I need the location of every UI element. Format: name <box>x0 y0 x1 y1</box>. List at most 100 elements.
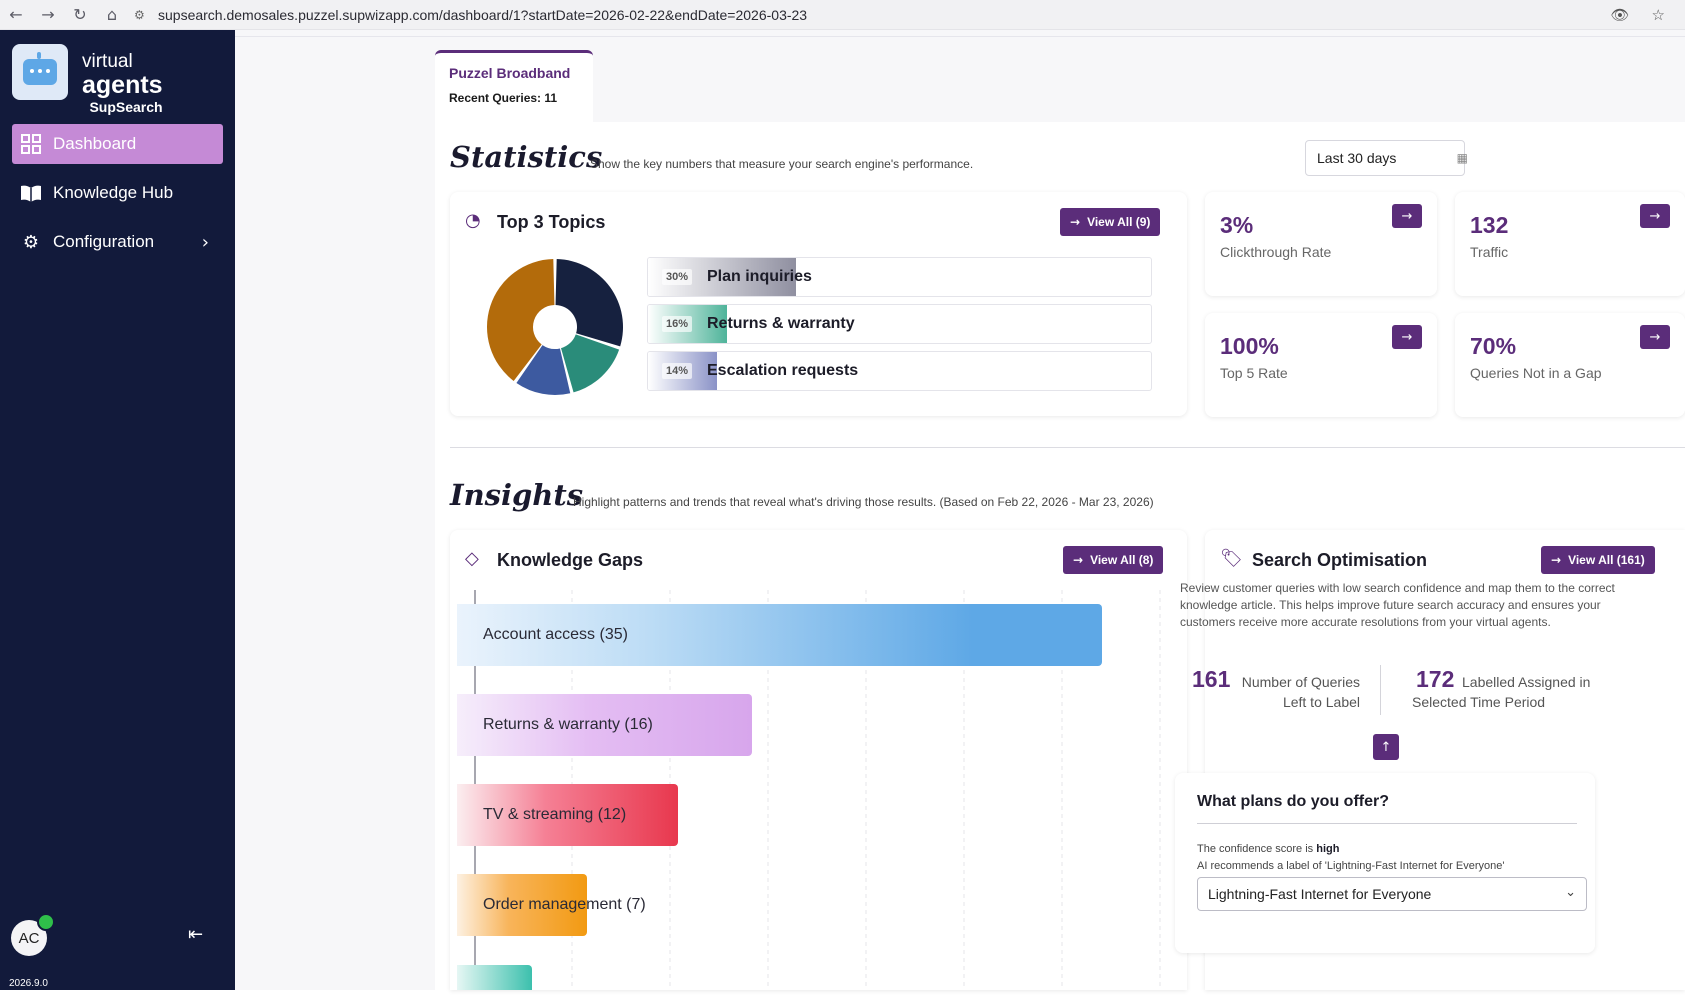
url-text[interactable]: supsearch.demosales.puzzel.supwizapp.com… <box>158 6 808 23</box>
gap-bar[interactable]: TV & streaming (12) <box>457 784 679 846</box>
optimisation-view-all-button[interactable]: → View All (161) <box>1541 546 1655 574</box>
topic-label: Plan inquiries <box>707 268 812 285</box>
gap-bar-label: Account access (35) <box>483 626 628 643</box>
gap-bar-label: Returns & warranty (16) <box>483 716 653 733</box>
topic-row[interactable]: 30% Plan inquiries <box>647 257 1152 297</box>
stat-card-clickthrough[interactable]: 3% Clickthrough Rate → <box>1205 192 1437 296</box>
stat-label: Clickthrough Rate <box>1220 244 1332 260</box>
pie-chart-icon: ◔ <box>465 210 481 231</box>
arrow-right-icon: → <box>1551 553 1562 567</box>
stat-label: Traffic <box>1470 244 1509 260</box>
view-all-label: View All (9) <box>1087 215 1151 229</box>
gap-bar-partial[interactable] <box>457 965 532 990</box>
bot-logo-icon <box>12 44 68 100</box>
gap-bar-label: TV & streaming (12) <box>483 806 627 823</box>
back-icon[interactable]: ← <box>9 5 23 24</box>
topic-percent: 14% <box>662 363 693 379</box>
arrow-up-icon[interactable]: ↑ <box>1373 734 1399 760</box>
query-text: What plans do you offer? <box>1197 793 1389 810</box>
date-range-select[interactable]: Last 30 days ▦ <box>1305 140 1468 176</box>
collapse-sidebar-icon[interactable]: ⇤ <box>188 924 204 945</box>
queries-left-count: 161 <box>1192 666 1231 692</box>
arrow-right-icon: → <box>1070 215 1081 229</box>
date-range-value: Last 30 days <box>1317 150 1397 166</box>
home-icon[interactable]: ⌂ <box>106 5 118 24</box>
reload-icon[interactable]: ↻ <box>73 5 87 24</box>
stat-value: 100% <box>1220 333 1279 359</box>
optimisation-description: Review customer queries with low search … <box>1180 581 1615 629</box>
brand-line-2: agents <box>82 71 163 99</box>
queries-left-label: Number of Queries Left to Label <box>1241 674 1360 710</box>
search-optimisation-title: Search Optimisation <box>1252 550 1428 570</box>
calendar-icon: ▦ <box>1456 151 1468 165</box>
topics-donut-chart <box>487 259 623 395</box>
insights-title: Insights <box>450 478 584 512</box>
arrow-right-icon[interactable]: → <box>1392 204 1422 228</box>
gear-icon: ⚙ <box>22 231 40 253</box>
arrow-right-icon[interactable]: → <box>1392 325 1422 349</box>
stat-value: 70% <box>1470 333 1517 359</box>
labelled-label: Labelled Assigned in Selected Time Perio… <box>1412 674 1591 710</box>
topic-row[interactable]: 14% Escalation requests <box>647 351 1152 391</box>
top-topics-card: ◔ Top 3 Topics → View All (9) 30% Plan i… <box>450 192 1187 416</box>
arrow-right-icon[interactable]: → <box>1640 325 1670 349</box>
stat-value: 3% <box>1220 212 1254 238</box>
sidebar-item-label: Configuration <box>53 232 155 251</box>
chevron-right-icon: › <box>201 231 209 253</box>
donut-slice[interactable] <box>555 259 623 347</box>
donut-slice[interactable] <box>516 345 571 395</box>
address-bar[interactable]: ⚙ supsearch.demosales.puzzel.supwizapp.c… <box>134 0 807 30</box>
arrow-right-icon[interactable]: → <box>1640 204 1670 228</box>
donut-slice[interactable] <box>487 259 555 381</box>
stat-value: 132 <box>1470 212 1509 238</box>
gap-bar-label: Order management (7) <box>483 896 646 913</box>
statistics-title: Statistics <box>450 140 603 174</box>
view-all-label: View All (8) <box>1090 553 1154 567</box>
tab-title: Puzzel Broadband <box>449 65 571 81</box>
sidebar-item-label: Knowledge Hub <box>53 183 174 202</box>
topic-percent: 30% <box>662 269 693 285</box>
chevron-down-icon: ⌄ <box>1565 885 1576 900</box>
stat-label: Top 5 Rate <box>1220 365 1288 381</box>
tab-puzzel-broadband[interactable]: Puzzel Broadband Recent Queries: 11 <box>435 50 593 122</box>
topic-row[interactable]: 16% Returns & warranty <box>647 304 1152 344</box>
dashboard-icon <box>20 133 42 155</box>
stat-card-not-in-gap[interactable]: 70% Queries Not in a Gap → <box>1455 313 1685 417</box>
stat-card-traffic[interactable]: 132 Traffic → <box>1455 192 1685 296</box>
brand-line-1: virtual <box>82 51 133 72</box>
statistics-subtitle: Show the key numbers that measure your s… <box>590 157 974 171</box>
arrow-right-icon: → <box>1073 553 1084 567</box>
gap-bar[interactable]: Order management (7) <box>457 874 646 936</box>
gaps-view-all-button[interactable]: → View All (8) <box>1063 546 1164 574</box>
topics-view-all-button[interactable]: → View All (9) <box>1060 208 1161 236</box>
gap-bar[interactable]: Account access (35) <box>457 604 1102 666</box>
eye-off-icon[interactable]: 👁 <box>1610 6 1630 24</box>
stat-divider <box>1380 665 1381 715</box>
sidebar: virtual agents SupSearch Dashboard Knowl… <box>0 30 235 990</box>
query-card: What plans do you offer? The confidence … <box>1175 773 1595 953</box>
star-icon[interactable]: ☆ <box>1651 6 1665 24</box>
topic-label: Returns & warranty <box>707 315 855 332</box>
forward-icon[interactable]: → <box>41 5 55 24</box>
browser-toolbar: ← → ↻ ⌂ ⚙ supsearch.demosales.puzzel.sup… <box>0 0 1685 30</box>
recent-queries: Recent Queries: 11 <box>449 91 558 105</box>
tag-icon: 🏷 <box>1220 548 1243 569</box>
sidebar-item-knowledge-hub[interactable]: Knowledge Hub <box>12 173 223 213</box>
sidebar-item-dashboard[interactable]: Dashboard <box>12 124 223 164</box>
brand: virtual agents SupSearch <box>12 44 163 114</box>
top-topics-title: Top 3 Topics <box>497 212 606 232</box>
book-icon <box>20 182 42 204</box>
online-status-dot <box>37 913 55 931</box>
sidebar-item-configuration[interactable]: ⚙ Configuration › <box>12 222 223 262</box>
brand-line-3: SupSearch <box>89 99 163 115</box>
labelled-count: 172 <box>1416 666 1455 692</box>
donut-slice[interactable] <box>561 334 620 393</box>
gap-bar[interactable]: Returns & warranty (16) <box>457 694 752 756</box>
ai-recommendation: AI recommends a label of 'Lightning-Fast… <box>1197 860 1505 872</box>
topic-label: Escalation requests <box>707 362 859 379</box>
label-select[interactable]: Lightning-Fast Internet for Everyone ⌄ <box>1197 877 1587 911</box>
section-divider <box>450 447 1685 448</box>
app-version: 2026.9.0 <box>9 978 48 989</box>
site-settings-icon[interactable]: ⚙ <box>134 7 145 22</box>
stat-card-top5[interactable]: 100% Top 5 Rate → <box>1205 313 1437 417</box>
